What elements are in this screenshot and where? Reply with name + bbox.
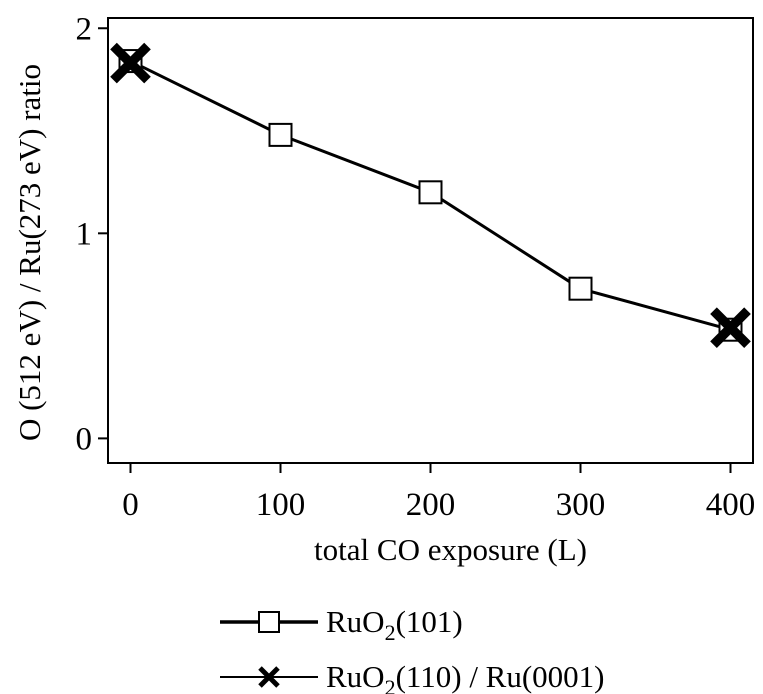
square-marker [268,122,293,147]
y-axis-ticks: 0 1 2 [76,11,108,457]
x-tick-label: 400 [706,487,756,523]
x-axis-title: total CO exposure (L) [314,532,587,567]
plot-frame [107,17,754,464]
y-tick-label: 1 [76,216,93,252]
y-tick-label: 2 [76,11,93,47]
series-layer [110,42,751,348]
legend: RuO2(101) RuO2(110) / Ru(0001) [220,604,605,694]
legend-item: RuO2(110) / Ru(0001) [220,659,605,694]
x-axis-ticks: 0 100 200 300 400 [122,463,755,523]
legend-item: RuO2(101) [220,604,463,645]
x-tick-label: 100 [256,487,306,523]
y-axis-title: O (512 eV) / Ru(273 eV) ratio [12,64,47,441]
square-marker [568,276,593,301]
square-marker [258,611,280,633]
cross-marker [110,42,151,84]
y-tick-label: 0 [76,421,93,457]
legend-label: RuO2(110) / Ru(0001) [326,659,605,694]
square-marker [418,180,443,205]
x-tick-label: 200 [406,487,456,523]
cross-marker [258,666,280,688]
x-tick-label: 300 [556,487,606,523]
x-tick-label: 0 [122,487,139,523]
cross-marker [710,307,751,348]
legend-label: RuO2(101) [326,604,463,645]
plot-area-border [107,17,754,464]
